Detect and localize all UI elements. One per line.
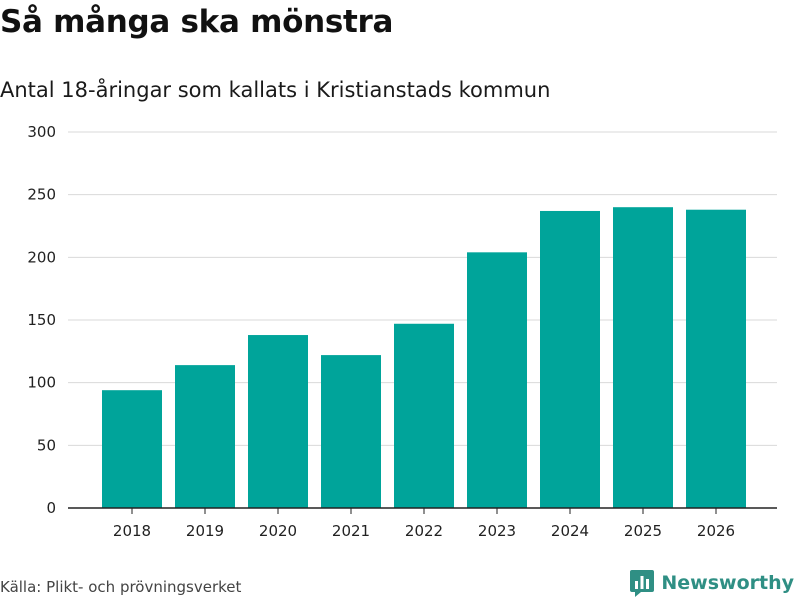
- bar-2022: [394, 323, 454, 508]
- brand-name: Newsworthy: [661, 572, 794, 594]
- x-tick-label: 2023: [478, 522, 516, 540]
- bar-2026: [686, 209, 746, 508]
- bars: [102, 207, 746, 508]
- bar-2023: [467, 252, 527, 508]
- y-tick-label: 50: [37, 436, 56, 454]
- chart-subtitle: Antal 18-åringar som kallats i Kristians…: [0, 78, 551, 102]
- y-tick-label: 150: [27, 311, 56, 329]
- y-axis-ticks: 0 50 100 150 200 250 300: [27, 123, 56, 517]
- bar-2024: [540, 210, 600, 508]
- bar-2025: [613, 207, 673, 508]
- y-tick-label: 200: [27, 248, 56, 266]
- x-tick-label: 2026: [697, 522, 735, 540]
- x-axis-ticks: 2018 2019 2020 2021 2022 2023 2024 2025 2026: [113, 508, 735, 540]
- bar-chart-icon: [630, 570, 655, 597]
- bar-2020: [248, 335, 308, 508]
- brand-logo: Newsworthy: [629, 568, 794, 598]
- x-tick-label: 2021: [332, 522, 370, 540]
- y-tick-label: 300: [27, 123, 56, 141]
- x-tick-label: 2024: [551, 522, 589, 540]
- x-tick-label: 2020: [259, 522, 297, 540]
- y-tick-label: 0: [46, 499, 56, 517]
- y-tick-label: 250: [27, 186, 56, 204]
- y-tick-label: 100: [27, 374, 56, 392]
- x-tick-label: 2025: [624, 522, 662, 540]
- x-tick-label: 2018: [113, 522, 151, 540]
- x-tick-label: 2022: [405, 522, 443, 540]
- x-tick-label: 2019: [186, 522, 224, 540]
- bar-2018: [102, 390, 162, 508]
- bar-2021: [321, 355, 381, 508]
- bar-2019: [175, 365, 235, 508]
- chart-title: Så många ska mönstra: [0, 4, 394, 40]
- source-note: Källa: Plikt- och prövningsverket: [0, 578, 242, 596]
